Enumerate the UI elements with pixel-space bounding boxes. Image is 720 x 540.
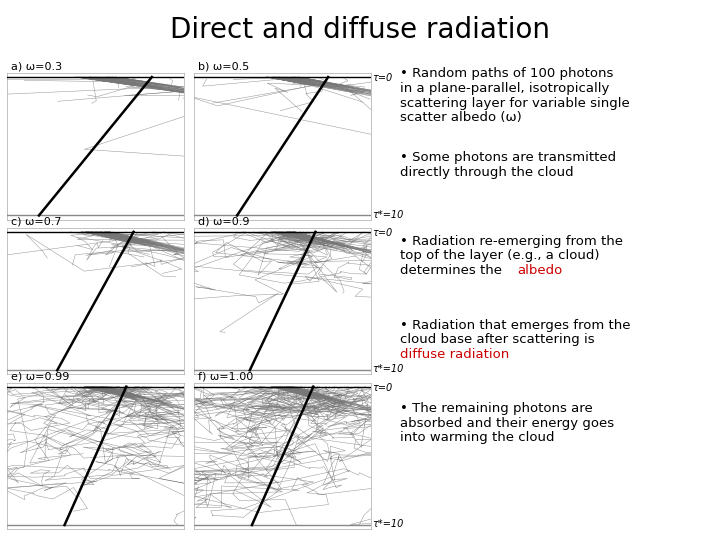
- Text: cloud base after scattering is: cloud base after scattering is: [400, 333, 594, 346]
- Text: Direct and diffuse radiation: Direct and diffuse radiation: [170, 16, 550, 44]
- Text: absorbed and their energy goes: absorbed and their energy goes: [400, 417, 613, 430]
- Text: a) ω=0.3: a) ω=0.3: [11, 62, 62, 71]
- Text: • The remaining photons are: • The remaining photons are: [400, 402, 593, 415]
- Text: • Radiation re-emerging from the: • Radiation re-emerging from the: [400, 235, 623, 248]
- Text: τ*=10: τ*=10: [372, 519, 404, 529]
- Text: • Some photons are transmitted: • Some photons are transmitted: [400, 151, 616, 164]
- Text: determines the: determines the: [400, 264, 506, 277]
- Text: directly through the cloud: directly through the cloud: [400, 166, 573, 179]
- Text: diffuse radiation: diffuse radiation: [400, 348, 509, 361]
- Text: f) ω=1.00: f) ω=1.00: [198, 371, 253, 381]
- Text: e) ω=0.99: e) ω=0.99: [11, 371, 69, 381]
- Text: τ=0: τ=0: [372, 382, 393, 393]
- Text: τ=0: τ=0: [372, 228, 393, 238]
- Text: top of the layer (e.g., a cloud): top of the layer (e.g., a cloud): [400, 249, 599, 262]
- Text: τ=0: τ=0: [372, 73, 393, 83]
- Text: scatter albedo (ω): scatter albedo (ω): [400, 111, 521, 124]
- Text: • Random paths of 100 photons: • Random paths of 100 photons: [400, 68, 613, 80]
- Text: d) ω=0.9: d) ω=0.9: [198, 216, 249, 226]
- Text: albedo: albedo: [517, 264, 562, 277]
- Text: scattering layer for variable single: scattering layer for variable single: [400, 97, 629, 110]
- Text: b) ω=0.5: b) ω=0.5: [198, 62, 249, 71]
- Text: into warming the cloud: into warming the cloud: [400, 431, 554, 444]
- Text: τ*=10: τ*=10: [372, 210, 404, 220]
- Text: τ*=10: τ*=10: [372, 364, 404, 374]
- Text: in a plane-parallel, isotropically: in a plane-parallel, isotropically: [400, 82, 609, 95]
- Text: c) ω=0.7: c) ω=0.7: [11, 216, 61, 226]
- Text: • Radiation that emerges from the: • Radiation that emerges from the: [400, 319, 630, 332]
